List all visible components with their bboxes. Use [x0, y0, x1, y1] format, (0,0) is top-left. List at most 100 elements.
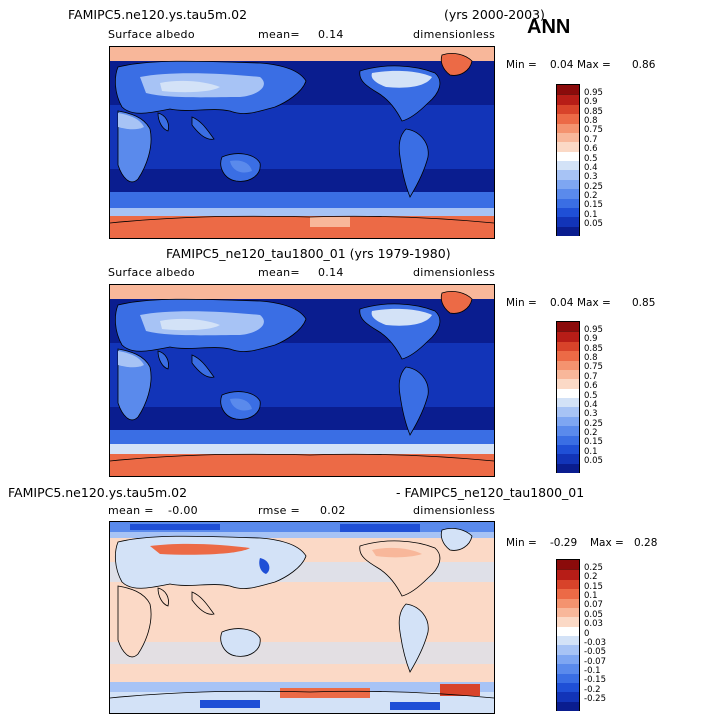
colorbar-tick-label: 0.2: [584, 572, 598, 583]
colorbar-segment: [557, 588, 579, 599]
colorbar-tick-label: 0.1: [584, 446, 598, 457]
colorbar-segment: [557, 700, 579, 711]
panel3-min-label: Min =: [506, 537, 537, 549]
colorbar-tick-label: 0.05: [584, 219, 603, 230]
colorbar-segment: [557, 597, 579, 608]
colorbar-segment: [557, 616, 579, 627]
colorbar-tick-label: 0.2: [584, 428, 598, 438]
colorbar-tick-label: 0.8: [584, 116, 598, 126]
panel2-min-label: Min =: [506, 297, 537, 309]
colorbar-tick-label: 0.7: [584, 371, 598, 382]
colorbar-tick-label: 0.05: [584, 609, 603, 620]
colorbar-tick-label: 0.15: [584, 437, 603, 448]
colorbar-tick-label: 0.8: [584, 353, 598, 363]
panel2-map: [109, 284, 495, 477]
colorbar-segment: [557, 443, 579, 455]
colorbar-tick-label: 0.3: [584, 409, 598, 420]
colorbar-tick-label: 0.03: [584, 619, 603, 630]
season-label: ANN: [527, 16, 571, 38]
colorbar-segment: [557, 625, 579, 636]
colorbar-segment: [557, 606, 579, 618]
colorbar-tick-label: -0.03: [584, 637, 606, 648]
panel2-units: dimensionless: [413, 266, 496, 279]
colorbar-tick-label: -0.07: [584, 656, 606, 667]
panel3-mean-label: mean =: [108, 504, 154, 517]
colorbar-segment: [557, 453, 579, 464]
colorbar-tick-label: -0.05: [584, 647, 606, 658]
panel3-mean-value: -0.00: [168, 504, 198, 517]
panel2-mean-value: 0.14: [318, 266, 344, 279]
panel1-case-title: FAMIPC5.ne120.ys.tau5m.02: [68, 7, 248, 22]
colorbar-segment: [557, 188, 579, 199]
colorbar-segment: [557, 691, 579, 702]
colorbar-tick-label: 0.9: [584, 334, 598, 345]
colorbar-tick-label: 0.25: [584, 418, 603, 429]
panel3-colorbar: [556, 559, 580, 711]
colorbar-tick-label: 0.7: [584, 134, 598, 145]
colorbar-segment: [557, 225, 579, 236]
colorbar-tick-label: 0.95: [584, 87, 603, 98]
panel1-min-value: 0.04: [550, 59, 574, 71]
colorbar-segment: [557, 378, 579, 389]
colorbar-segment: [557, 331, 579, 342]
panel3-max-value: 0.28: [634, 537, 658, 549]
panel1-min-label: Min =: [506, 59, 537, 71]
panel2-mean-label: mean=: [258, 266, 300, 279]
colorbar-tick-label: 0.3: [584, 172, 598, 183]
colorbar-segment: [557, 578, 579, 590]
colorbar-tick-label: -0.25: [584, 694, 606, 705]
colorbar-tick-label: 0.25: [584, 562, 603, 573]
colorbar-segment: [557, 322, 579, 332]
colorbar-segment: [557, 368, 579, 380]
colorbar-tick-label: 0.07: [584, 600, 603, 611]
colorbar-segment: [557, 359, 579, 370]
colorbar-segment: [557, 672, 579, 683]
colorbar-tick-label: 0.25: [584, 181, 603, 192]
colorbar-tick-label: 0.6: [584, 144, 598, 155]
colorbar-segment: [557, 94, 579, 105]
colorbar-segment: [557, 681, 579, 693]
colorbar-segment: [557, 387, 579, 398]
colorbar-tick-label: 0.05: [584, 456, 603, 467]
colorbar-tick-label: 0.2: [584, 191, 598, 201]
panel1-max-value: 0.86: [632, 59, 656, 71]
colorbar-tick-label: 0.75: [584, 362, 603, 373]
panel3-units: dimensionless: [413, 504, 496, 517]
colorbar-tick-label: 0.95: [584, 324, 603, 335]
panel1-units: dimensionless: [413, 28, 496, 41]
colorbar-tick-label: 0: [584, 628, 590, 639]
panel1-map: [109, 46, 495, 239]
colorbar-segment: [557, 178, 579, 190]
colorbar-segment: [557, 150, 579, 161]
panel2-max-label: Max =: [577, 297, 611, 309]
colorbar-segment: [557, 103, 579, 115]
colorbar-segment: [557, 653, 579, 665]
panel2-max-value: 0.85: [632, 297, 656, 309]
colorbar-segment: [557, 141, 579, 152]
colorbar-segment: [557, 569, 579, 580]
panel1-variable-label: Surface albedo: [108, 28, 195, 41]
colorbar-segment: [557, 462, 579, 473]
colorbar-segment: [557, 169, 579, 180]
panel3-rmse-value: 0.02: [320, 504, 346, 517]
colorbar-segment: [557, 425, 579, 436]
panel1-colorbar: [556, 84, 580, 236]
colorbar-segment: [557, 406, 579, 417]
colorbar-segment: [557, 131, 579, 143]
colorbar-tick-label: 0.85: [584, 106, 603, 117]
colorbar-segment: [557, 160, 579, 171]
panel2-colorbar: [556, 321, 580, 473]
colorbar-segment: [557, 113, 579, 124]
panel3-max-label: Max =: [590, 537, 624, 549]
panel3-min-value: -0.29: [550, 537, 578, 549]
colorbar-tick-label: 0.5: [584, 153, 598, 164]
colorbar-segment: [557, 560, 579, 570]
panel2-map-plot: [110, 285, 494, 476]
colorbar-tick-label: 0.15: [584, 581, 603, 592]
colorbar-segment: [557, 216, 579, 227]
colorbar-tick-label: 0.1: [584, 591, 598, 601]
colorbar-segment: [557, 122, 579, 133]
panel3-map: [109, 521, 495, 714]
panel3-title-right: - FAMIPC5_ne120_tau1800_01: [396, 485, 585, 500]
colorbar-segment: [557, 340, 579, 352]
